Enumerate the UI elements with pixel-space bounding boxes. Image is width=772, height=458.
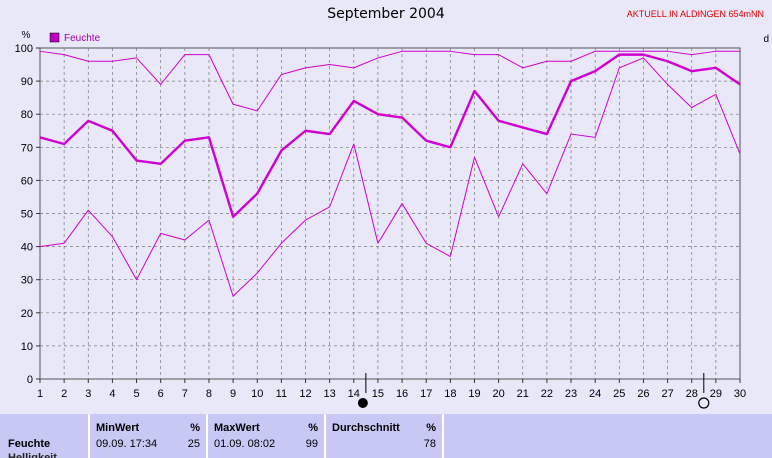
y-axis-ticks: 0 10 20 30 40 50 60 70 80 90 100 [15,43,40,386]
legend-label: Feuchte [64,33,101,44]
series-line-avg [39,53,741,219]
max-unit: % [308,422,318,434]
max-value-cell: MaxWert % 01.09. 08:02 99 [206,414,322,458]
legend-swatch [49,32,60,43]
x-tick-label: 30 [734,388,746,400]
y-tick-label: 30 [21,275,33,287]
location-badge: AKTUELL IN ALDINGEN 654mNN [626,9,764,19]
x-tick-label: 17 [420,388,432,400]
x-tick-label: 7 [182,388,188,400]
x-tick-label: 19 [468,388,480,400]
x-tick-label: 6 [158,388,164,400]
min-header: MinWert [96,422,140,434]
x-tick-label: 28 [686,388,698,400]
y-tick-label: 0 [27,374,33,386]
grid-lines [40,48,740,379]
x-tick-label: 27 [661,388,673,400]
x-tick-label: 22 [541,388,553,400]
min-value-cell: MinWert % 09.09. 17:34 25 [88,414,204,458]
y-tick-label: 80 [21,109,33,121]
new-moon-icon [698,397,710,409]
stats-row-label: Feuchte [8,438,51,450]
avg-value: 78 [423,438,436,450]
avg-unit: % [426,422,436,434]
stats-row-label-2: Helligkeit [8,452,57,458]
x-tick-label: 25 [613,388,625,400]
x-tick-label: 29 [710,388,722,400]
moon-phase-icons [357,373,710,409]
y-tick-label: 20 [21,308,33,320]
x-tick-label: 21 [517,388,529,400]
y-tick-label: 50 [21,209,33,221]
y-tick-label: 100 [15,43,33,55]
x-tick-label: 26 [637,388,649,400]
x-tick-label: 20 [492,388,504,400]
x-tick-label: 10 [251,388,263,400]
y-tick-label: 40 [21,242,33,254]
x-tick-label: 14 [348,388,360,400]
x-tick-label: 5 [133,388,139,400]
y-tick-label: 60 [21,175,33,187]
full-moon-icon [357,398,368,408]
series-line-min [39,57,741,297]
x-tick-label: 18 [444,388,456,400]
y-tick-label: 90 [21,76,33,88]
x-axis-ticks: 1 2 3 4 5 6 7 8 9 10 11 12 13 14 15 16 17 18 19 20 21 22 23 24 2… [37,379,746,400]
statistics-panel: Feuchte Helligkeit MinWert % 09.09. 17:3… [0,414,772,458]
series-line-max [39,50,740,112]
y-tick-label: 10 [21,341,33,353]
x-tick-label: 3 [85,388,91,400]
min-unit: % [190,422,200,434]
x-tick-label: 4 [109,388,115,400]
min-value: 25 [187,438,200,450]
x-tick-label: 2 [61,388,67,400]
max-date: 01.09. 08:02 [214,438,276,450]
y-axis-label: % [22,30,31,41]
max-value: 99 [305,438,318,450]
x-tick-label: 12 [299,388,311,400]
chart-title: September 2004 [327,6,445,22]
right-axis-label: d [763,34,769,45]
max-header: MaxWert [214,422,260,434]
x-tick-label: 15 [372,388,384,400]
x-tick-label: 8 [206,388,212,400]
x-tick-label: 24 [589,388,601,400]
x-tick-label: 16 [396,388,408,400]
x-tick-label: 1 [37,388,43,400]
avg-header: Durchschnitt [332,422,400,434]
x-tick-label: 9 [230,388,236,400]
series-lines [39,50,741,297]
average-value-cell: Durchschnitt % 78 [324,414,440,458]
min-date: 09.09. 17:34 [96,438,158,450]
x-tick-label: 13 [324,388,336,400]
stats-empty-cell [442,414,772,458]
x-tick-label: 11 [276,388,287,400]
x-tick-label: 23 [565,388,577,400]
y-tick-label: 70 [21,142,33,154]
